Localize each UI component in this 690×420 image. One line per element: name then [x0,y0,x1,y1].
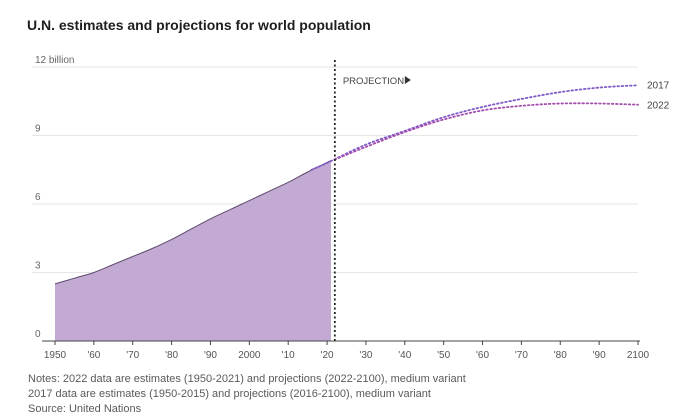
chart-notes: Notes: 2022 data are estimates (1950-202… [28,372,466,417]
x-tick-label: 1950 [44,350,67,361]
projection-label: PROJECTION [343,76,404,87]
x-tick-label: '60 [87,350,100,361]
x-tick-label: '20 [321,350,334,361]
series-2022-line [333,102,639,161]
series-2017-line [310,84,639,171]
y-tick-label: 3 [35,261,41,272]
x-tick-label: '40 [398,350,411,361]
x-tick-label: '70 [126,350,139,361]
x-tick-label: '50 [437,350,450,361]
x-tick-label: '60 [476,350,489,361]
y-axis-labels: 0 3 6 9 12 billion [35,55,74,340]
y-tick-label: 0 [35,329,41,340]
source-note: Source: United Nations [28,403,142,415]
y-tick-label: 9 [35,124,41,135]
estimates-line [54,160,332,285]
y-tick-label: 12 billion [35,55,74,66]
x-tick-label: 2100 [627,350,650,361]
x-tick-label: 2000 [238,350,261,361]
x-axis-ticks: 1950 '60 '70 '80 '90 2000 '10 '20 '30 '40 '50 '60 '7… [44,341,650,361]
x-tick-label: '90 [593,350,606,361]
projection-arrow-icon [404,76,411,84]
population-chart: 0 3 6 9 12 billion PROJECTION 2017 2022 1950… [32,55,670,361]
series-label-2022: 2022 [647,101,670,112]
series-label-2017: 2017 [647,80,670,91]
note-2022: Notes: 2022 data are estimates (1950-202… [28,373,466,385]
x-tick-label: '80 [165,350,178,361]
x-tick-label: '70 [515,350,528,361]
y-tick-label: 6 [35,192,41,203]
x-tick-label: '90 [204,350,217,361]
note-2017: 2017 data are estimates (1950-2015) and … [28,388,431,400]
estimates-area [55,160,331,341]
x-tick-label: '10 [282,350,295,361]
x-tick-label: '80 [554,350,567,361]
x-tick-label: '30 [359,350,372,361]
chart-title: U.N. estimates and projections for world… [27,17,371,33]
